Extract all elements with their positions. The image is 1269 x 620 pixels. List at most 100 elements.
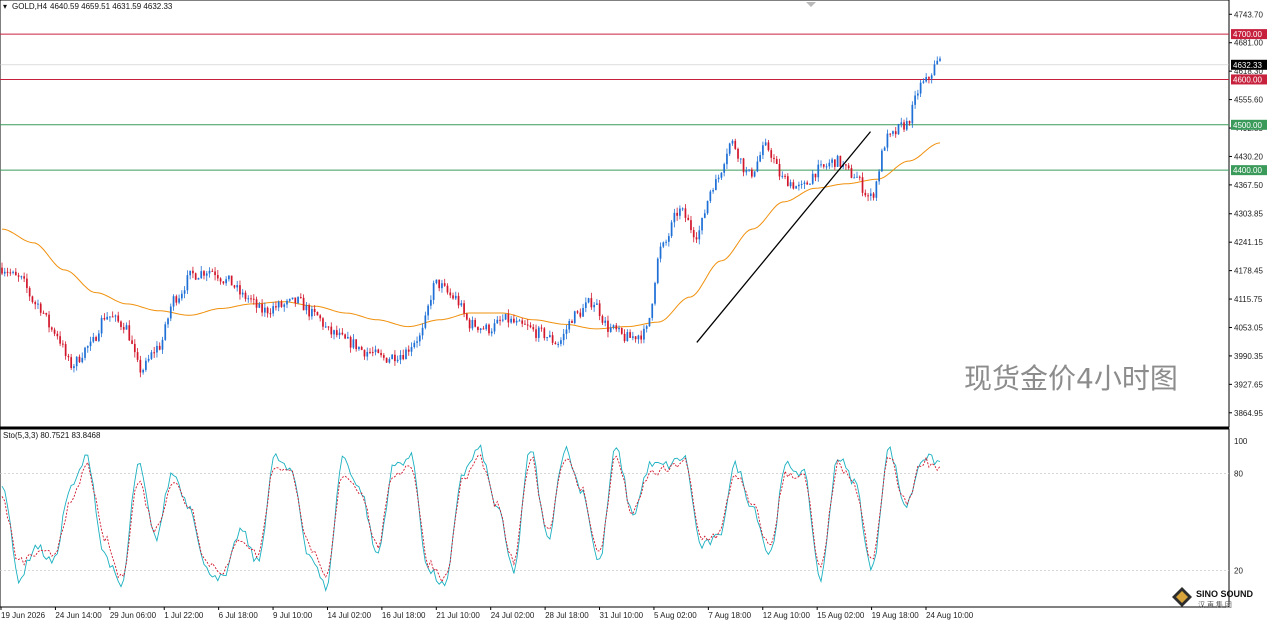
candle-down [806, 180, 809, 185]
candle-body [850, 168, 853, 178]
candle-up [659, 242, 662, 263]
candle-body [820, 164, 822, 166]
candle-up [604, 316, 607, 327]
candle-down [468, 317, 471, 332]
candle-down [153, 346, 156, 358]
candle-body [828, 162, 831, 167]
last-price-badge [1231, 59, 1267, 70]
candle-up [100, 315, 103, 338]
x-tick-label: 24 Jun 14:00 [55, 611, 102, 620]
candle-body [452, 295, 454, 299]
candle-body [258, 303, 261, 308]
candle-body [305, 305, 308, 311]
candle-body [537, 327, 540, 338]
candle-up [648, 317, 651, 327]
candle-body [197, 278, 200, 280]
candle-body [42, 312, 45, 314]
candle-down [889, 133, 892, 138]
candle-up [12, 270, 14, 275]
y-tick-label: 4367.50 [1234, 181, 1263, 190]
candle-body [679, 208, 681, 216]
x-tick-label: 24 Jul 02:00 [491, 611, 535, 620]
candle-down [50, 326, 53, 332]
candle-body [86, 346, 89, 348]
candle-body [349, 336, 352, 348]
candle-down [402, 349, 405, 361]
candle-body [493, 323, 496, 332]
candle-body [117, 315, 120, 322]
chart-expand-icon[interactable]: ▾ [3, 2, 7, 11]
candle-down [767, 139, 770, 152]
candle-down [407, 345, 410, 356]
candle-up [911, 101, 914, 128]
candle-up [197, 277, 200, 280]
brand-name: SINO SOUND [1196, 589, 1254, 599]
candle-body [562, 333, 565, 341]
candle-up [562, 328, 565, 346]
candle-body [618, 327, 620, 330]
candle-down [687, 214, 690, 221]
candle-body [601, 316, 604, 323]
candle-body [632, 336, 634, 338]
candle-up [333, 329, 335, 340]
y-tick-label: 4430.20 [1234, 152, 1263, 161]
candle-down [908, 120, 911, 126]
candle-body [817, 164, 820, 178]
trendline[interactable] [696, 131, 872, 343]
candle-body [786, 176, 789, 187]
candle-up [283, 303, 286, 312]
candle-down [136, 347, 139, 363]
candle-down [48, 311, 50, 333]
candle-up [424, 311, 427, 330]
candle-body [125, 325, 128, 330]
candle-body [313, 308, 316, 312]
candle-body [803, 182, 806, 185]
candle-down [275, 301, 277, 311]
candle-body [936, 60, 939, 65]
candle-body [656, 258, 659, 283]
candle-up [225, 276, 227, 286]
candle-up [701, 217, 703, 235]
candle-body [95, 336, 97, 341]
oscillator-label: Sto(5,3,3) 80.7521 83.8468 [3, 431, 101, 440]
candle-down [380, 349, 382, 358]
candle-up [900, 117, 903, 128]
candle-body [454, 295, 457, 299]
candle-up [800, 180, 803, 189]
candle-body [645, 326, 648, 329]
candle-up [568, 318, 571, 333]
candle-up [582, 303, 584, 317]
candle-down [214, 267, 216, 281]
candle-up [717, 174, 720, 183]
candle-body [186, 275, 189, 291]
candle-body [78, 356, 81, 363]
candle-body [543, 328, 546, 339]
candle-body [526, 324, 529, 326]
candle-up [172, 294, 175, 311]
candle-up [820, 160, 822, 168]
candle-body [806, 182, 809, 185]
oscillator-tick-label: 100 [1234, 437, 1248, 446]
candle-body [582, 307, 584, 317]
candle-body [352, 339, 355, 348]
candle-down [349, 335, 352, 353]
candle-up [504, 313, 507, 321]
candle-body [183, 290, 186, 294]
chevron-down-icon[interactable] [806, 2, 816, 7]
candle-up [145, 357, 147, 372]
candle-body [557, 343, 560, 345]
candle-body [435, 279, 438, 284]
candle-body [692, 230, 695, 238]
candle-body [499, 319, 501, 321]
candle-up [200, 266, 203, 280]
candle-up [84, 346, 86, 361]
candle-down [847, 163, 850, 170]
candle-body [930, 75, 933, 79]
candle-down [676, 207, 678, 221]
candle-down [45, 312, 48, 317]
candle-down [615, 322, 618, 332]
candle-body [333, 330, 335, 335]
candle-down [692, 227, 695, 243]
stochastic-main-line [1, 444, 941, 592]
candle-down [571, 319, 573, 324]
